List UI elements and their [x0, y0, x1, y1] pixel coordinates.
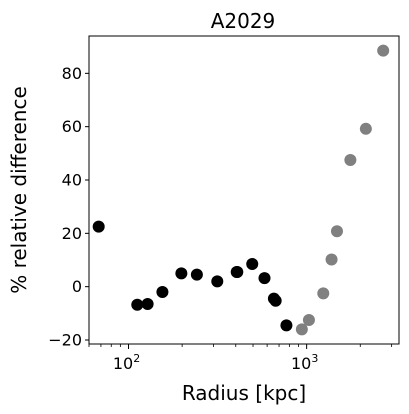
- data-point-black: [92, 220, 105, 233]
- data-point-gray: [330, 225, 343, 238]
- y-axis-label: % relative difference: [7, 86, 31, 294]
- data-point-black: [269, 294, 282, 307]
- y-tick-label: 20: [62, 224, 82, 243]
- x-tick-label: 102: [113, 352, 140, 373]
- data-point-black: [231, 266, 244, 278]
- data-point-black: [190, 268, 203, 281]
- y-tick-label: 0: [72, 277, 82, 296]
- data-point-black: [280, 319, 293, 332]
- y-tick-label: 60: [62, 117, 82, 136]
- data-point-gray: [317, 287, 330, 300]
- y-axis-ticks: −20 0 20 40 60 80: [48, 64, 89, 350]
- data-point-gray: [377, 44, 390, 57]
- x-axis-label: Radius [kpc]: [182, 381, 306, 405]
- data-point-black: [131, 298, 144, 311]
- data-point-gray: [325, 253, 338, 266]
- data-points: [92, 44, 390, 336]
- y-tick-label: −20: [48, 331, 82, 350]
- y-tick-label: 40: [62, 171, 82, 190]
- data-point-black: [175, 267, 188, 280]
- data-point-black: [211, 275, 224, 288]
- plot-frame: [88, 35, 400, 345]
- data-point-gray: [302, 314, 315, 326]
- data-point-black: [156, 286, 169, 298]
- data-point-gray: [359, 122, 372, 135]
- y-tick-label: 80: [62, 64, 82, 83]
- x-tick-label: 103: [291, 352, 318, 373]
- data-point-black: [246, 258, 259, 270]
- x-axis-ticks: 102 103: [88, 344, 393, 373]
- data-point-black: [141, 298, 154, 310]
- data-point-gray: [344, 154, 357, 166]
- chart-title: A2029: [211, 9, 276, 33]
- data-point-black: [258, 272, 271, 285]
- data-point-gray: [295, 323, 308, 336]
